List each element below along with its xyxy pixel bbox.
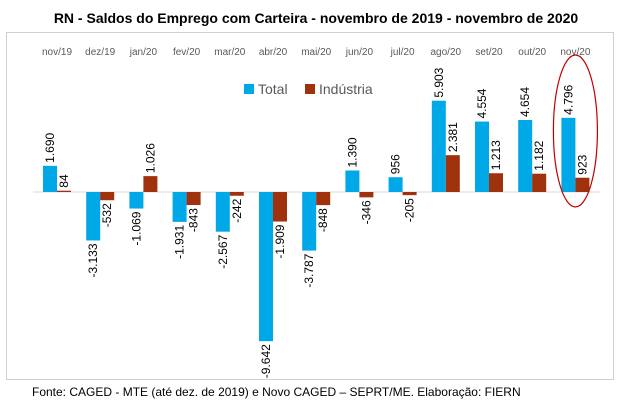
legend-swatch-industria [305, 84, 315, 94]
data-label-total: 4.554 [475, 88, 489, 118]
data-label-total: -2.567 [216, 234, 230, 268]
bar-total [345, 170, 360, 192]
x-tick-label: ago/20 [431, 47, 462, 58]
data-label-industria: -346 [359, 200, 373, 224]
legend-swatch-total [244, 84, 254, 94]
bar-total [215, 192, 230, 232]
bar-industria [273, 192, 287, 222]
data-label-industria: 1.213 [489, 140, 503, 170]
legend-label-total: Total [258, 81, 288, 97]
bar-total [129, 192, 144, 209]
data-label-total: -3.133 [86, 243, 100, 277]
data-label-industria: -1.909 [273, 224, 287, 258]
data-label-industria: 1.182 [532, 140, 546, 170]
data-label-industria: 923 [575, 154, 589, 174]
data-label-total: -1.069 [129, 211, 143, 245]
bar-total [561, 117, 576, 192]
data-label-industria: -532 [100, 203, 114, 227]
data-label-total: 5.903 [432, 67, 446, 97]
highlight-ellipse [552, 54, 599, 208]
data-label-industria: -848 [316, 208, 330, 232]
bar-total [43, 165, 57, 192]
data-label-industria: 2.381 [446, 122, 460, 152]
data-label-total: -1.931 [173, 225, 187, 259]
x-tick-label: nov/20 [560, 47, 590, 58]
bar-total [86, 192, 101, 241]
x-tick-label: dez/19 [85, 47, 115, 58]
bar-industria [359, 192, 374, 198]
bar-industria [489, 173, 503, 192]
chart-title: RN - Saldos do Emprego com Carteira - no… [53, 10, 579, 26]
data-label-industria: 1.026 [143, 143, 157, 173]
data-label-industria: -242 [230, 198, 244, 222]
data-label-total: 1.690 [43, 133, 57, 163]
data-label-industria: 84 [57, 174, 71, 188]
data-label-total: 4.654 [518, 87, 532, 117]
bar-total [431, 100, 446, 192]
x-tick-label: jul/20 [390, 47, 415, 58]
bar-industria [57, 190, 71, 192]
bar-total [259, 192, 273, 342]
x-tick-label: abr/20 [259, 47, 288, 58]
legend-label-industria: Indústria [319, 81, 373, 97]
data-label-industria: -205 [403, 198, 417, 222]
bar-industria [186, 192, 201, 206]
source-note: Fonte: CAGED - MTE (até dez. de 2019) e … [32, 385, 521, 399]
bar-total [388, 177, 403, 192]
bar-total [302, 192, 317, 251]
x-tick-label: nov/19 [42, 47, 72, 58]
x-tick-label: fev/20 [173, 47, 201, 58]
bar-industria [100, 192, 115, 201]
bar-total [475, 121, 489, 192]
x-tick-label: jun/20 [345, 47, 374, 58]
bar-industria [575, 177, 590, 192]
bar-industria [229, 192, 244, 196]
bar-total [172, 192, 187, 222]
data-label-industria: -843 [187, 208, 201, 232]
data-label-total: -9.642 [259, 344, 273, 378]
x-tick-label: mar/20 [214, 47, 246, 58]
chart-area [6, 32, 614, 380]
x-tick-label: set/20 [475, 47, 503, 58]
bar-industria [445, 155, 460, 192]
bar-industria [143, 176, 158, 192]
x-tick-label: out/20 [518, 47, 546, 58]
bar-industria [402, 192, 417, 196]
bar-total [518, 120, 533, 192]
data-label-total: 956 [389, 154, 403, 174]
bar-industria [316, 192, 331, 206]
x-tick-label: mai/20 [301, 47, 331, 58]
x-tick-label: jan/20 [129, 47, 158, 58]
data-label-total: 4.796 [561, 84, 575, 114]
data-label-total: 1.390 [345, 137, 359, 167]
data-label-total: -3.787 [302, 253, 316, 287]
bar-industria [532, 173, 547, 192]
